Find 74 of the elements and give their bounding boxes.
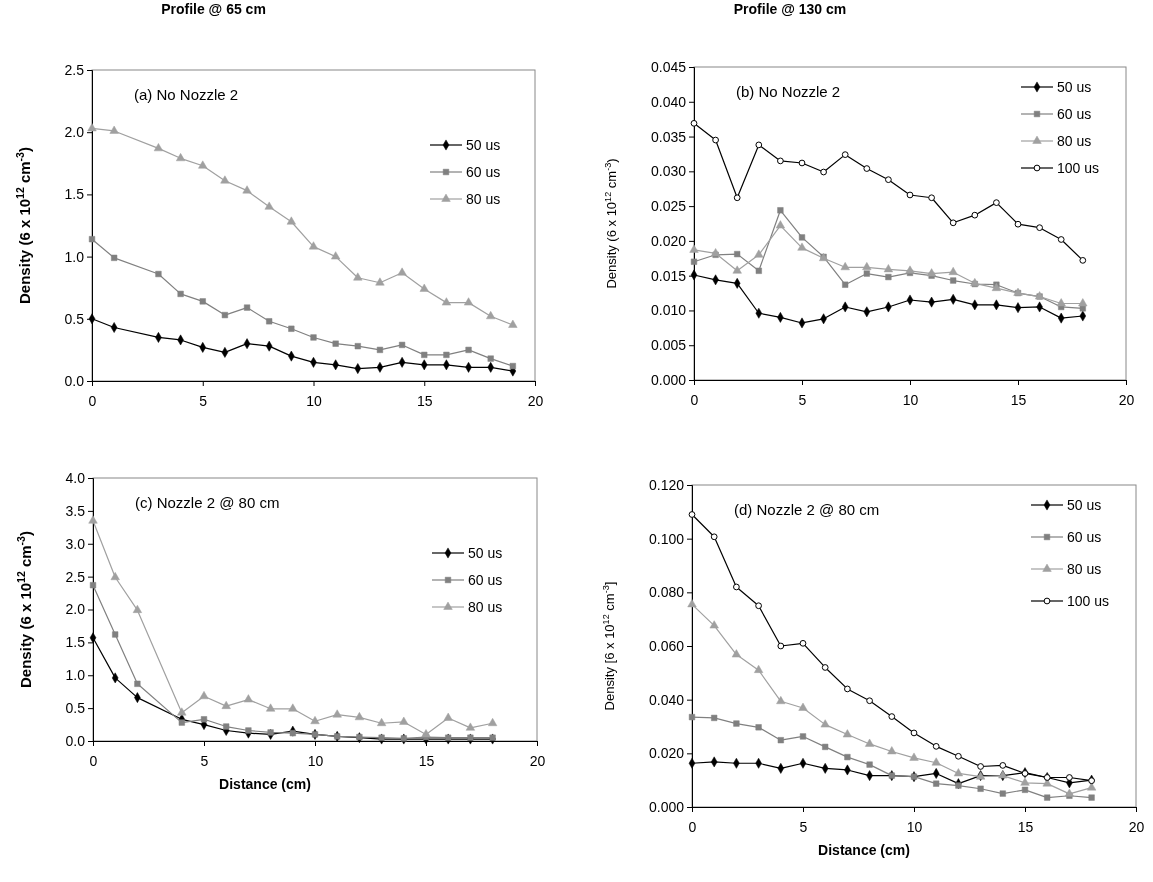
x-tick-label: 20 xyxy=(529,752,546,769)
y-tick-label: 3.0 xyxy=(65,535,86,552)
y-tick-label: 2.5 xyxy=(64,61,85,78)
y-tick-label: 0.5 xyxy=(64,310,85,327)
x-tick-label: 15 xyxy=(418,752,435,769)
y-tick-label: 0.0 xyxy=(64,372,85,389)
x-tick-label: 20 xyxy=(1128,818,1145,835)
y-tick-label: 0.010 xyxy=(650,302,687,319)
y-tick-label: 0.005 xyxy=(650,337,687,354)
legend-label: 60 us xyxy=(466,164,501,180)
x-tick-label: 5 xyxy=(798,391,807,408)
x-tick-label: 10 xyxy=(307,752,324,769)
annotation: (a) No Nozzle 2 xyxy=(134,86,239,103)
x-tick-label: 15 xyxy=(416,392,433,409)
chart-title: Profile @ 65 cm xyxy=(161,1,266,17)
legend-label: 100 us xyxy=(1067,593,1110,609)
legend-label: 50 us xyxy=(1067,497,1102,513)
y-tick-label: 2.5 xyxy=(65,568,86,585)
y-tick-label: 2.0 xyxy=(64,124,85,141)
annotation: (c) Nozzle 2 @ 80 cm xyxy=(135,494,280,511)
y-tick-label: 0.045 xyxy=(650,58,687,75)
legend-label: 60 us xyxy=(468,572,503,588)
x-axis-title: Distance (cm) xyxy=(219,776,311,792)
y-tick-label: 0.030 xyxy=(650,163,687,180)
x-tick-label: 0 xyxy=(690,391,699,408)
legend-label: 80 us xyxy=(1067,561,1102,577)
legend-label: 80 us xyxy=(466,191,501,207)
y-tick-label: 0.040 xyxy=(650,93,687,110)
x-tick-label: 10 xyxy=(906,818,923,835)
y-tick-label: 3.5 xyxy=(65,502,86,519)
y-tick-label: 0.0 xyxy=(65,732,86,749)
legend-label: 60 us xyxy=(1067,529,1102,545)
y-tick-label: 0.5 xyxy=(65,700,86,717)
y-tick-label: 1.5 xyxy=(64,186,85,203)
y-tick-label: 4.0 xyxy=(65,469,86,486)
legend-label: 50 us xyxy=(466,137,501,153)
y-tick-label: 0.000 xyxy=(650,371,687,388)
x-tick-label: 5 xyxy=(200,752,209,769)
x-tick-label: 5 xyxy=(799,818,808,835)
y-tick-label: 0.015 xyxy=(650,267,687,284)
legend-label: 50 us xyxy=(468,545,503,561)
y-tick-label: 0.020 xyxy=(648,745,685,762)
x-tick-label: 15 xyxy=(1017,818,1034,835)
x-tick-label: 15 xyxy=(1010,391,1027,408)
x-tick-label: 5 xyxy=(199,392,208,409)
y-tick-label: 0.020 xyxy=(650,232,687,249)
legend-label: 80 us xyxy=(468,599,503,615)
y-tick-label: 0.025 xyxy=(650,198,687,215)
x-tick-label: 10 xyxy=(306,392,322,409)
legend-label: 60 us xyxy=(1057,106,1092,122)
y-tick-label: 2.0 xyxy=(65,601,86,618)
x-tick-label: 0 xyxy=(89,752,98,769)
annotation: (d) Nozzle 2 @ 80 cm xyxy=(734,501,880,518)
y-tick-label: 0.060 xyxy=(648,637,685,654)
y-tick-label: 1.5 xyxy=(65,634,86,651)
legend-label: 50 us xyxy=(1057,79,1092,95)
legend-label: 100 us xyxy=(1057,160,1100,176)
x-tick-label: 20 xyxy=(1118,391,1135,408)
x-tick-label: 20 xyxy=(527,392,544,409)
y-tick-label: 0.000 xyxy=(648,798,685,815)
y-tick-label: 1.0 xyxy=(65,667,86,684)
y-tick-label: 0.040 xyxy=(648,691,685,708)
y-tick-label: 0.035 xyxy=(650,128,687,145)
chart-title: Profile @ 130 cm xyxy=(733,1,847,17)
annotation: (b) No Nozzle 2 xyxy=(736,83,841,100)
x-tick-label: 10 xyxy=(902,391,919,408)
y-tick-label: 1.0 xyxy=(64,248,85,265)
y-tick-label: 0.120 xyxy=(648,476,685,493)
y-tick-label: 0.080 xyxy=(648,584,685,601)
x-tick-label: 0 xyxy=(688,818,697,835)
y-tick-label: 0.100 xyxy=(648,530,685,547)
legend-label: 80 us xyxy=(1057,133,1092,149)
x-axis-title: Distance (cm) xyxy=(818,842,910,858)
x-tick-label: 0 xyxy=(88,392,97,409)
